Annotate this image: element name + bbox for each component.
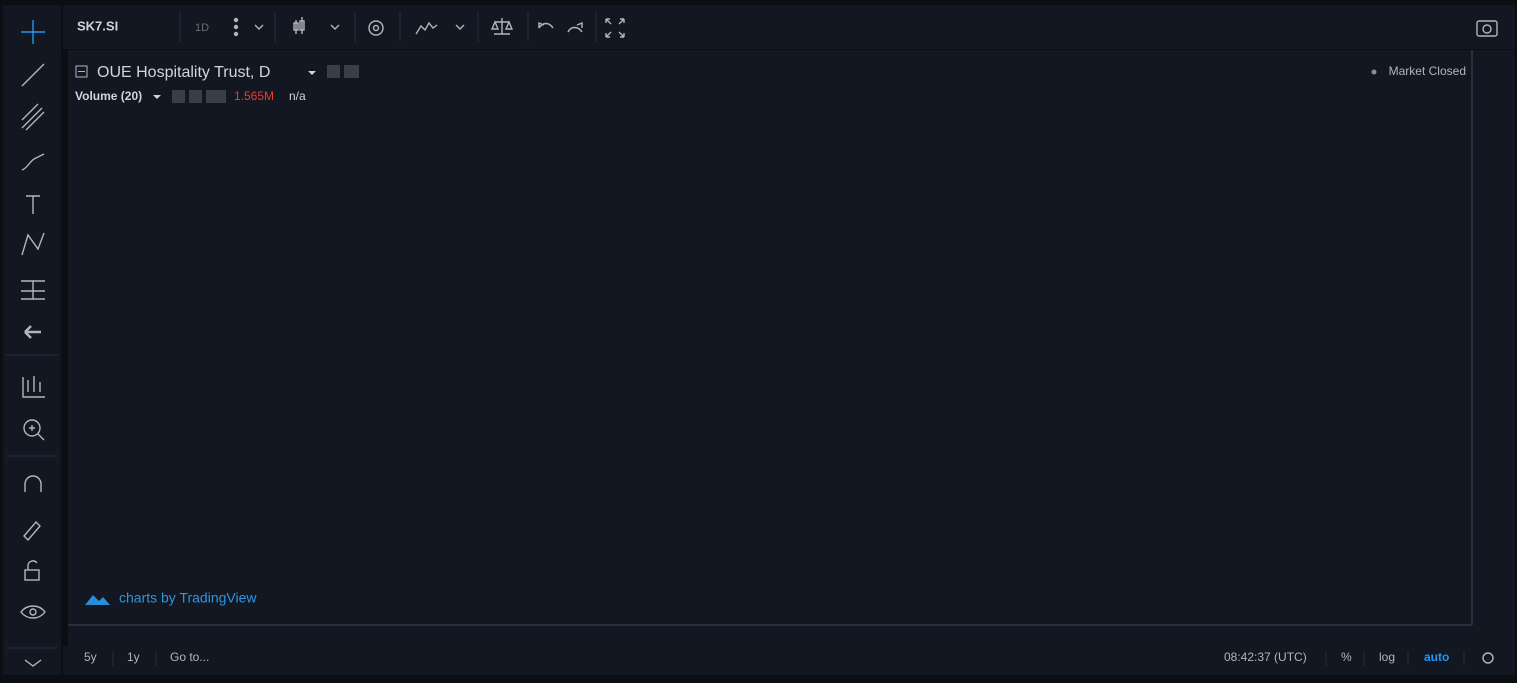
title-dropdown[interactable] xyxy=(308,71,316,75)
price-axis xyxy=(1472,50,1515,625)
chart-title[interactable]: OUE Hospitality Trust, D xyxy=(97,64,270,81)
status-dot xyxy=(1371,69,1377,75)
volume-dropdown[interactable] xyxy=(153,95,161,99)
volume-name[interactable]: Volume (20) xyxy=(75,89,142,103)
watermark-logo xyxy=(85,595,110,605)
percent-toggle[interactable]: % xyxy=(1341,650,1352,664)
watermark[interactable]: charts by TradingView xyxy=(119,590,257,606)
range-1y[interactable]: 1y xyxy=(127,650,140,664)
log-toggle[interactable]: log xyxy=(1379,650,1395,664)
toolbar-separators xyxy=(179,12,597,42)
toolbar-icons xyxy=(233,17,1498,38)
symbol[interactable]: SK7.SI xyxy=(77,18,118,33)
bottom-toolbar xyxy=(63,647,1515,675)
time-axis xyxy=(68,625,1515,647)
goto[interactable]: Go to... xyxy=(170,650,209,664)
top-toolbar xyxy=(63,5,1515,49)
left-toolbar xyxy=(3,5,61,675)
toolbar-dividers xyxy=(6,354,58,649)
interval[interactable]: 1D xyxy=(195,22,209,34)
range-5y[interactable]: 5y xyxy=(84,650,97,664)
legend-buttons xyxy=(172,65,359,103)
auto-toggle[interactable]: auto xyxy=(1424,650,1449,664)
clock: 08:42:37 (UTC) xyxy=(1224,650,1307,664)
bottom-separators xyxy=(112,651,1465,666)
plot-area[interactable] xyxy=(68,50,1472,625)
collapse-toggle[interactable] xyxy=(75,65,88,78)
volume-value: 1.565M xyxy=(234,89,274,103)
settings-icon[interactable] xyxy=(1482,652,1494,664)
volume-ma: n/a xyxy=(289,89,306,103)
drawing-tools xyxy=(20,20,46,667)
market-status: Market Closed xyxy=(1389,64,1466,78)
